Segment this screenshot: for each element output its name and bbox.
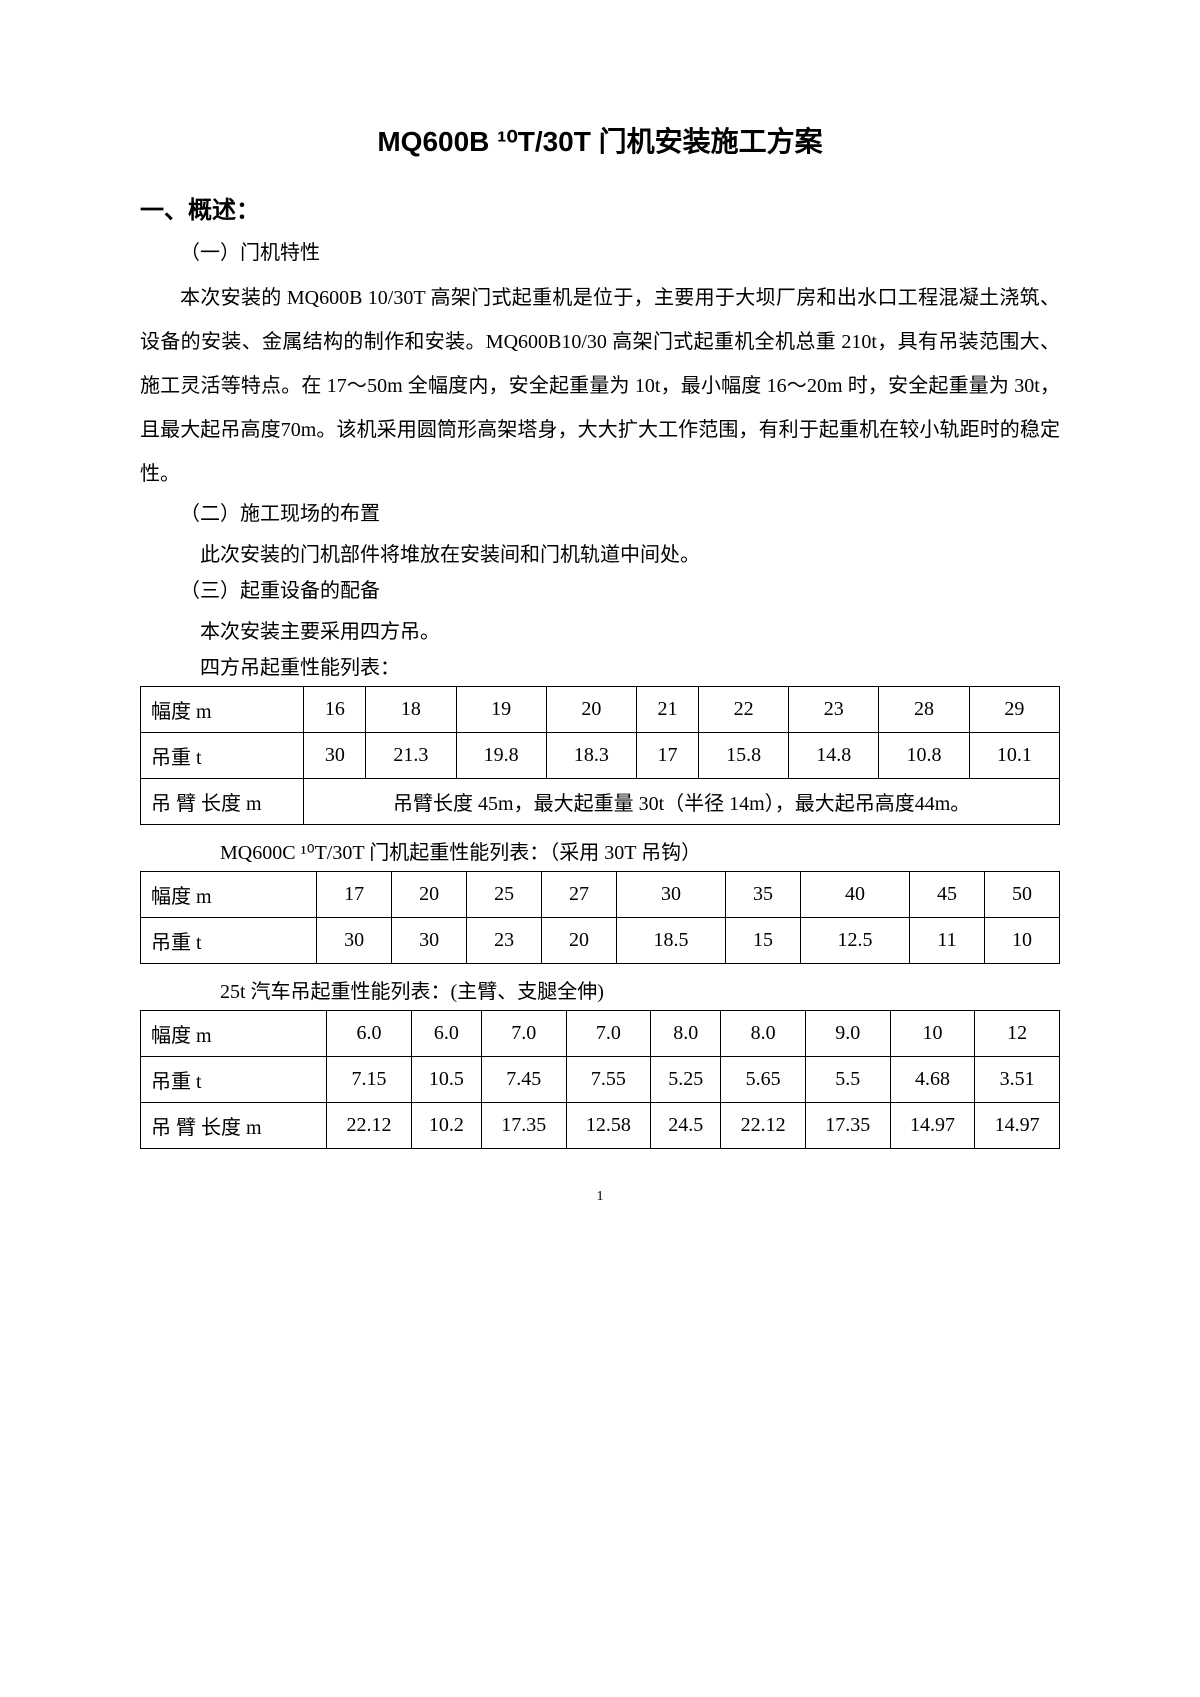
table-cell: 12 xyxy=(975,1011,1060,1057)
table-cell: 22.12 xyxy=(327,1103,412,1149)
table-cell: 14.97 xyxy=(975,1103,1060,1149)
table-cell: 35 xyxy=(726,872,801,918)
table-cell: 25 xyxy=(467,872,542,918)
table-cell: 23 xyxy=(789,687,879,733)
table-row: 吊 臂 长度 m 吊臂长度 45m，最大起重量 30t（半径 14m），最大起吊… xyxy=(141,779,1060,825)
table1-caption: 四方吊起重性能列表： xyxy=(140,650,1060,686)
subsection-heading-1: （一）门机特性 xyxy=(180,235,1060,271)
table-cell: 7.15 xyxy=(327,1057,412,1103)
table-cell: 幅度 m xyxy=(141,872,317,918)
table-cell: 18 xyxy=(366,687,456,733)
table-cell: 14.8 xyxy=(789,733,879,779)
table-cell: 30 xyxy=(617,872,726,918)
table-cell: 7.55 xyxy=(566,1057,651,1103)
table-cell: 16 xyxy=(304,687,366,733)
table-cell: 19 xyxy=(456,687,546,733)
table-cell: 12.5 xyxy=(800,918,909,964)
table-cell: 6.0 xyxy=(411,1011,481,1057)
table-cell: 23 xyxy=(467,918,542,964)
table-cell: 8.0 xyxy=(721,1011,806,1057)
table-cell: 7.45 xyxy=(481,1057,566,1103)
table-cell: 20 xyxy=(542,918,617,964)
table-cell: 17.35 xyxy=(481,1103,566,1149)
paragraph-2: 此次安装的门机部件将堆放在安装间和门机轨道中间处。 xyxy=(140,537,1060,573)
table-row: 吊重 t 30 30 23 20 18.5 15 12.5 11 10 xyxy=(141,918,1060,964)
table-cell: 吊重 t xyxy=(141,1057,327,1103)
table-cell: 10.2 xyxy=(411,1103,481,1149)
paragraph-3: 本次安装主要采用四方吊。 xyxy=(140,614,1060,650)
table-cell: 10.8 xyxy=(879,733,969,779)
table-cell: 5.5 xyxy=(805,1057,890,1103)
subsection-heading-3: （三）起重设备的配备 xyxy=(180,573,1060,609)
table-cell: 15.8 xyxy=(698,733,788,779)
table-cell: 9.0 xyxy=(805,1011,890,1057)
table3-caption: 25t 汽车吊起重性能列表：(主臂、支腿全伸) xyxy=(220,974,1060,1010)
table-cell: 幅度 m xyxy=(141,1011,327,1057)
table-row: 幅度 m 16 18 19 20 21 22 23 28 29 xyxy=(141,687,1060,733)
subsection-heading-2: （二）施工现场的布置 xyxy=(180,496,1060,532)
table-cell: 14.97 xyxy=(890,1103,975,1149)
table2-caption: MQ600C ¹⁰T/30T 门机起重性能列表：（采用 30T 吊钩） xyxy=(220,835,1060,871)
table-cell: 17 xyxy=(636,733,698,779)
table-cell: 21 xyxy=(636,687,698,733)
table-cell: 吊重 t xyxy=(141,733,304,779)
table-cell: 3.51 xyxy=(975,1057,1060,1103)
table-cell: 21.3 xyxy=(366,733,456,779)
table-cell: 吊 臂 长度 m xyxy=(141,1103,327,1149)
section-heading: 一、概述： xyxy=(140,190,1060,225)
table-cell: 22.12 xyxy=(721,1103,806,1149)
table-cell: 15 xyxy=(726,918,801,964)
table-cell: 20 xyxy=(546,687,636,733)
table-row: 吊重 t 7.15 10.5 7.45 7.55 5.25 5.65 5.5 4… xyxy=(141,1057,1060,1103)
table-row: 幅度 m 6.0 6.0 7.0 7.0 8.0 8.0 9.0 10 12 xyxy=(141,1011,1060,1057)
table-cell: 吊重 t xyxy=(141,918,317,964)
table-cell: 11 xyxy=(910,918,985,964)
table-cell: 10 xyxy=(890,1011,975,1057)
table-row: 吊重 t 30 21.3 19.8 18.3 17 15.8 14.8 10.8… xyxy=(141,733,1060,779)
table-cell: 吊 臂 长度 m xyxy=(141,779,304,825)
table-cell: 27 xyxy=(542,872,617,918)
table-cell: 19.8 xyxy=(456,733,546,779)
table-cell: 40 xyxy=(800,872,909,918)
document-title: MQ600B ¹⁰T/30T 门机安装施工方案 xyxy=(140,120,1060,160)
table-cell: 50 xyxy=(984,872,1059,918)
table-cell: 17.35 xyxy=(805,1103,890,1149)
table-cell: 18.3 xyxy=(546,733,636,779)
paragraph-1: 本次安装的 MQ600B 10/30T 高架门式起重机是位于，主要用于大坝厂房和… xyxy=(140,276,1060,496)
table-cell: 6.0 xyxy=(327,1011,412,1057)
table-cell: 幅度 m xyxy=(141,687,304,733)
table-cell: 18.5 xyxy=(617,918,726,964)
table-cell: 20 xyxy=(392,872,467,918)
table-cell: 30 xyxy=(392,918,467,964)
table-cell: 7.0 xyxy=(481,1011,566,1057)
table-cell: 30 xyxy=(304,733,366,779)
page-number: 1 xyxy=(140,1189,1060,1205)
table-2: 幅度 m 17 20 25 27 30 35 40 45 50 吊重 t 30 … xyxy=(140,871,1060,964)
table-cell: 17 xyxy=(317,872,392,918)
table-cell: 29 xyxy=(969,687,1059,733)
table-cell: 45 xyxy=(910,872,985,918)
table-3: 幅度 m 6.0 6.0 7.0 7.0 8.0 8.0 9.0 10 12 吊… xyxy=(140,1010,1060,1149)
table-cell: 28 xyxy=(879,687,969,733)
table-cell: 5.25 xyxy=(651,1057,721,1103)
table-cell: 10.1 xyxy=(969,733,1059,779)
table-cell: 12.58 xyxy=(566,1103,651,1149)
table-cell: 22 xyxy=(698,687,788,733)
table-cell: 24.5 xyxy=(651,1103,721,1149)
table-cell: 10.5 xyxy=(411,1057,481,1103)
table-row: 幅度 m 17 20 25 27 30 35 40 45 50 xyxy=(141,872,1060,918)
table-cell-merged: 吊臂长度 45m，最大起重量 30t（半径 14m），最大起吊高度44m。 xyxy=(304,779,1060,825)
table-cell: 7.0 xyxy=(566,1011,651,1057)
table-cell: 30 xyxy=(317,918,392,964)
table-cell: 5.65 xyxy=(721,1057,806,1103)
table-row: 吊 臂 长度 m 22.12 10.2 17.35 12.58 24.5 22.… xyxy=(141,1103,1060,1149)
table-cell: 10 xyxy=(984,918,1059,964)
table-cell: 8.0 xyxy=(651,1011,721,1057)
table-1: 幅度 m 16 18 19 20 21 22 23 28 29 吊重 t 30 … xyxy=(140,686,1060,825)
table-cell: 4.68 xyxy=(890,1057,975,1103)
